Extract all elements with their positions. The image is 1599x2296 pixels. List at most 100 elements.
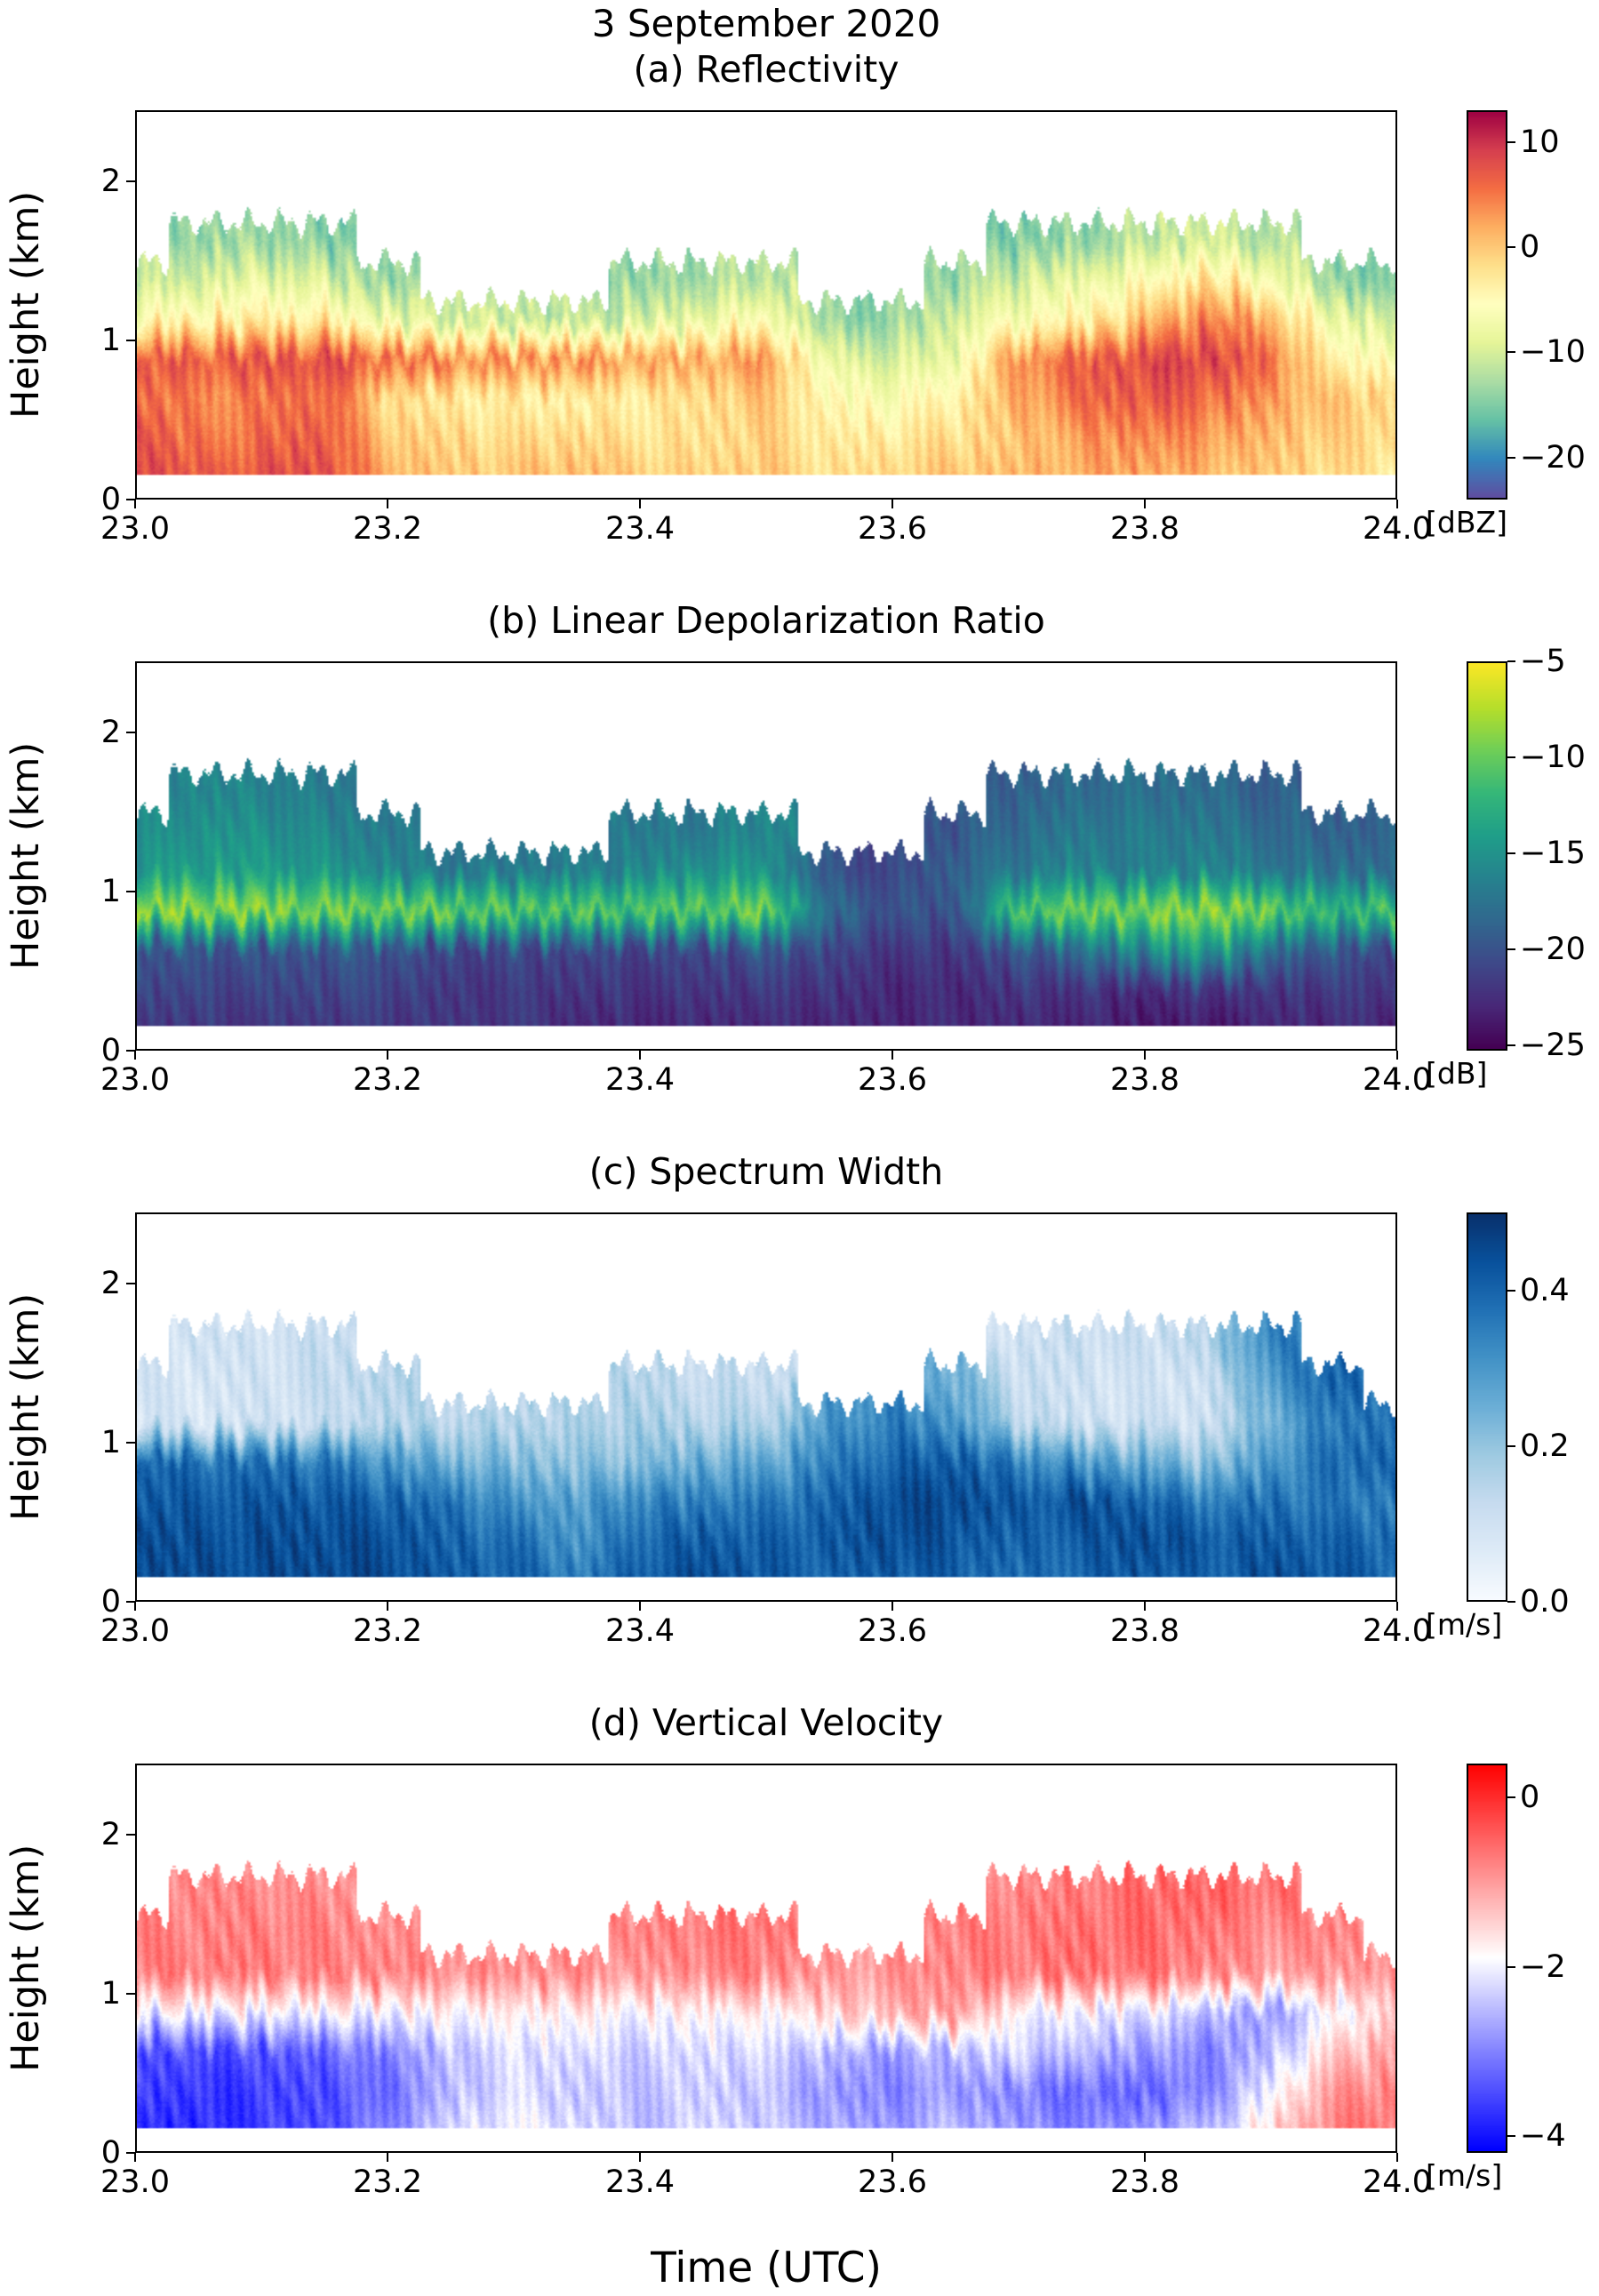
figure-title: 3 September 2020 <box>591 2 941 45</box>
colorbar-tick-label: 0.4 <box>1520 1272 1570 1308</box>
x-tick-mark <box>891 500 893 508</box>
colorbar-tick-label: −10 <box>1520 334 1586 371</box>
colorbar-tick-mark <box>1507 1965 1515 1968</box>
colorbar-tick-mark <box>1507 245 1515 248</box>
colorbar-tick-mark <box>1507 1601 1515 1603</box>
panel-spectrum-width: (c) Spectrum Width Height (km) [m/s] 23.… <box>0 1148 1599 1700</box>
colorbar <box>1467 661 1507 1051</box>
panel-title: (a) Reflectivity <box>633 48 899 91</box>
y-tick-mark <box>126 1993 135 1996</box>
colorbar-tick-mark <box>1507 1444 1515 1447</box>
x-tick-label: 23.8 <box>1110 1062 1179 1098</box>
x-tick-label: 23.4 <box>605 2164 675 2200</box>
colorbar-units: [m/s] <box>1426 2158 1503 2193</box>
plot-area <box>135 110 1397 500</box>
heatmap-canvas <box>137 1214 1395 1600</box>
x-tick-mark <box>639 1602 641 1611</box>
y-tick-mark <box>126 891 135 893</box>
colorbar-canvas <box>1468 1765 1506 2151</box>
panel-reflectivity: (a) Reflectivity Height (km) [dBZ] 23.0 2… <box>0 46 1599 597</box>
x-tick-mark <box>134 2153 136 2162</box>
x-tick-label: 23.0 <box>100 511 170 547</box>
x-tick-mark <box>639 1051 641 1060</box>
plot-area <box>135 1764 1397 2153</box>
y-tick-label: 2 <box>100 715 121 751</box>
x-tick-mark <box>387 500 388 508</box>
y-tick-mark <box>126 1050 135 1052</box>
y-tick-label: 2 <box>100 164 121 200</box>
x-tick-label: 23.6 <box>858 1613 927 1649</box>
y-tick-mark <box>126 499 135 500</box>
colorbar <box>1467 1764 1507 2153</box>
y-axis-title: Height (km) <box>4 1292 48 1522</box>
heatmap-canvas <box>137 663 1395 1049</box>
colorbar <box>1467 1212 1507 1602</box>
x-tick-mark <box>1396 500 1398 508</box>
colorbar-units: [dBZ] <box>1426 505 1507 540</box>
x-tick-label: 23.0 <box>100 1062 170 1098</box>
colorbar-tick-label: −10 <box>1520 739 1586 775</box>
x-tick-mark <box>1144 1602 1146 1611</box>
y-tick-label: 1 <box>100 1976 121 2012</box>
colorbar-tick-mark <box>1507 456 1515 459</box>
colorbar-tick-label: 0.0 <box>1520 1584 1570 1620</box>
y-tick-mark <box>126 180 135 183</box>
x-tick-label: 23.2 <box>353 2164 422 2200</box>
x-tick-label: 23.6 <box>858 2164 927 2200</box>
x-tick-label: 23.6 <box>858 1062 927 1098</box>
y-tick-mark <box>126 1442 135 1444</box>
colorbar-tick-label: −20 <box>1520 931 1586 967</box>
y-tick-label: 2 <box>100 1266 121 1302</box>
colorbar-canvas <box>1468 1214 1506 1600</box>
y-tick-mark <box>126 732 135 734</box>
colorbar-tick-mark <box>1507 660 1515 662</box>
x-tick-label: 23.0 <box>100 1613 170 1649</box>
panel-vertical-velocity: (d) Vertical Velocity Height (km) [m/s] … <box>0 1700 1599 2251</box>
colorbar-tick-label: 0.2 <box>1520 1428 1570 1464</box>
x-tick-label: 24.0 <box>1363 1062 1432 1098</box>
x-tick-label: 23.2 <box>353 1062 422 1098</box>
y-tick-label: 0 <box>100 1033 121 1068</box>
x-tick-label: 23.4 <box>605 1062 675 1098</box>
colorbar-canvas <box>1468 663 1506 1049</box>
panel-title: (b) Linear Depolarization Ratio <box>487 599 1045 642</box>
x-tick-label: 24.0 <box>1363 1613 1432 1649</box>
panels-container: (a) Reflectivity Height (km) [dBZ] 23.0 2… <box>0 46 1599 2251</box>
x-tick-label: 23.2 <box>353 1613 422 1649</box>
colorbar-units: [dB] <box>1426 1056 1488 1091</box>
panel-title: (d) Vertical Velocity <box>588 1701 944 1744</box>
x-tick-mark <box>1144 2153 1146 2162</box>
colorbar-tick-mark <box>1507 2134 1515 2137</box>
x-tick-mark <box>891 1602 893 1611</box>
colorbar-tick-mark <box>1507 140 1515 143</box>
y-tick-mark <box>126 1601 135 1603</box>
x-tick-mark <box>387 1602 388 1611</box>
y-tick-mark <box>126 1283 135 1285</box>
y-tick-label: 1 <box>100 323 121 359</box>
colorbar-tick-label: 10 <box>1520 124 1560 160</box>
y-tick-label: 1 <box>100 874 121 910</box>
x-tick-mark <box>639 500 641 508</box>
x-axis-title: Time (UTC) <box>651 2244 882 2292</box>
x-tick-mark <box>1144 1051 1146 1060</box>
heatmap-canvas <box>137 1765 1395 2151</box>
plot-area <box>135 1212 1397 1602</box>
colorbar-tick-mark <box>1507 756 1515 758</box>
y-axis-title: Height (km) <box>4 1844 48 2073</box>
x-tick-mark <box>891 2153 893 2162</box>
x-tick-mark <box>134 500 136 508</box>
x-tick-mark <box>134 1051 136 1060</box>
colorbar-canvas <box>1468 112 1506 498</box>
colorbar-tick-mark <box>1507 1796 1515 1799</box>
y-tick-label: 1 <box>100 1425 121 1461</box>
x-tick-label: 23.2 <box>353 511 422 547</box>
x-tick-mark <box>1396 1051 1398 1060</box>
colorbar <box>1467 110 1507 500</box>
colorbar-tick-label: 0 <box>1520 1780 1540 1816</box>
x-tick-mark <box>1144 500 1146 508</box>
colorbar-tick-label: 0 <box>1520 228 1540 265</box>
x-tick-mark <box>387 2153 388 2162</box>
colorbar-tick-label: −15 <box>1520 835 1586 871</box>
x-tick-mark <box>387 1051 388 1060</box>
x-tick-label: 24.0 <box>1363 511 1432 547</box>
